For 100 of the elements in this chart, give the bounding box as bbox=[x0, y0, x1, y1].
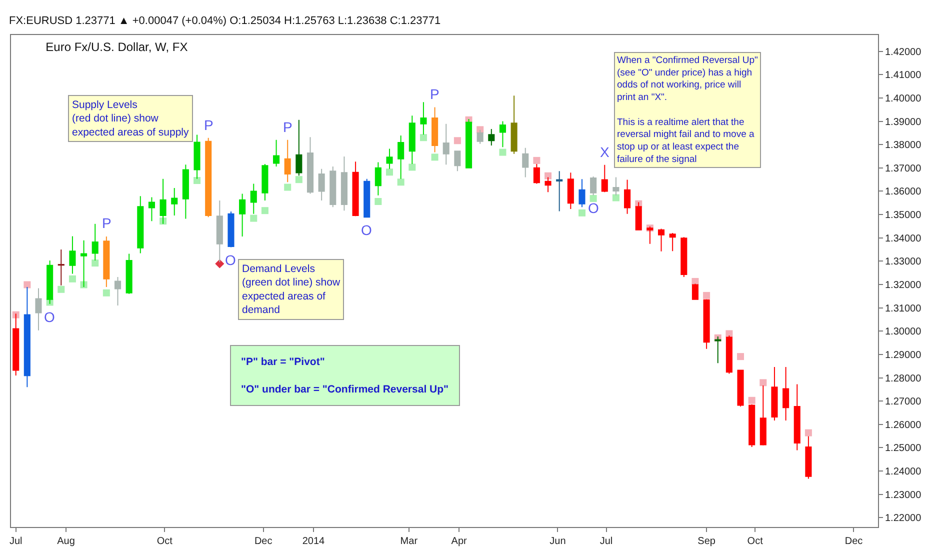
candlestick bbox=[522, 147, 529, 178]
point bbox=[102, 289, 110, 296]
annotation: Demand Levels (green dot line) show expected areas of demand bbox=[242, 263, 340, 316]
candlestick bbox=[635, 202, 642, 231]
point bbox=[194, 177, 201, 184]
annotation: Supply Levels (red dot line) show expected areas of supply bbox=[72, 99, 190, 138]
annotation: O bbox=[44, 309, 55, 325]
candlestick bbox=[330, 166, 336, 208]
candlestick bbox=[228, 211, 234, 248]
y-tick-label: 1.25000 bbox=[885, 443, 922, 454]
y-tick-label: 1.22000 bbox=[885, 513, 922, 524]
candlestick bbox=[352, 161, 359, 217]
point bbox=[612, 194, 620, 202]
point bbox=[499, 148, 506, 156]
candlestick bbox=[465, 118, 472, 168]
candlestick bbox=[782, 366, 790, 421]
candlestick bbox=[488, 128, 495, 146]
annotation: P bbox=[102, 215, 112, 231]
point bbox=[590, 194, 597, 202]
annotation: P bbox=[204, 117, 214, 133]
candlestick bbox=[601, 164, 608, 193]
annotation: O bbox=[361, 222, 372, 238]
candlestick bbox=[273, 139, 280, 168]
point bbox=[24, 281, 31, 288]
y-tick-label: 1.35000 bbox=[885, 210, 922, 222]
point bbox=[703, 292, 710, 299]
point bbox=[215, 259, 224, 268]
point bbox=[408, 164, 416, 171]
candlestick bbox=[737, 369, 744, 407]
y-tick-label: 1.31000 bbox=[885, 303, 922, 314]
candlestick bbox=[567, 172, 574, 210]
candlestick bbox=[35, 288, 42, 331]
y-tick-label: 1.23000 bbox=[885, 490, 922, 501]
x-tick-label: Jun bbox=[550, 536, 566, 547]
y-tick-label: 1.40000 bbox=[885, 93, 922, 104]
annotation: P bbox=[283, 119, 292, 135]
point bbox=[295, 176, 302, 184]
candlestick bbox=[658, 228, 665, 252]
x-tick-label: Jul bbox=[600, 536, 613, 547]
text: "P" bar = "Pivot" "O" under bar = "Confirmed Reversal Up" bbox=[241, 356, 449, 396]
point bbox=[92, 260, 99, 267]
point bbox=[58, 286, 65, 293]
y-tick-label: 1.37000 bbox=[885, 163, 922, 174]
candlestick bbox=[239, 193, 246, 237]
point bbox=[284, 184, 292, 191]
x-tick-label: Dec bbox=[254, 536, 272, 547]
x-tick-label: Apr bbox=[451, 536, 468, 547]
candlestick bbox=[499, 120, 506, 148]
y-tick-label: 1.33000 bbox=[885, 256, 922, 268]
text: FX:EURUSD 1.23771 ▲ +0.00047 (+0.04%) O:1.25034 H:1.25763 L:1.23638 C:1.23771 bbox=[9, 15, 441, 27]
point bbox=[533, 156, 540, 164]
x-tick-label: Dec bbox=[844, 536, 863, 547]
point bbox=[544, 172, 552, 180]
candlestick bbox=[771, 366, 778, 421]
x-tick-label: Oct bbox=[747, 536, 764, 547]
y-tick-label: 1.28000 bbox=[885, 373, 922, 384]
candlestick bbox=[578, 178, 586, 208]
y-tick-label: 1.34000 bbox=[885, 233, 922, 244]
point bbox=[12, 311, 20, 318]
point bbox=[431, 154, 438, 161]
annotation: O bbox=[588, 200, 599, 216]
y-tick-label: 1.30000 bbox=[885, 326, 922, 338]
y-tick-label: 1.29000 bbox=[885, 350, 922, 361]
x-tick-label: 2014 bbox=[302, 536, 326, 547]
candlestick bbox=[250, 183, 257, 214]
candlestick bbox=[284, 139, 291, 183]
candlestick bbox=[262, 163, 268, 202]
point bbox=[578, 209, 586, 216]
point bbox=[386, 168, 393, 176]
candlestick bbox=[148, 196, 155, 222]
point bbox=[68, 275, 76, 282]
candlestick bbox=[680, 236, 688, 278]
point bbox=[420, 134, 427, 142]
point bbox=[397, 178, 404, 186]
candlestick bbox=[442, 123, 450, 166]
candlestick bbox=[171, 187, 178, 216]
candlestick bbox=[748, 404, 756, 448]
candlestick bbox=[432, 106, 438, 153]
x-tick-label: Mar bbox=[400, 536, 418, 547]
y-tick-label: 1.41000 bbox=[885, 70, 922, 82]
point bbox=[726, 330, 733, 338]
candlestick bbox=[454, 150, 461, 172]
candlestick bbox=[58, 249, 64, 286]
candlestick bbox=[306, 136, 314, 194]
text: When a "Confirmed Reversal Up" (see "O" under price) has a high odds of not working, price will print an "X". This is a realtime alert that the reversal might fail and to move a stop up or at least expect the failure of the signal bbox=[617, 55, 758, 165]
candlestick bbox=[714, 336, 722, 364]
y-tick-label: 1.32000 bbox=[885, 280, 922, 291]
candlestick bbox=[510, 95, 518, 154]
x-tick-label: Sep bbox=[698, 536, 716, 547]
candlestick bbox=[364, 178, 370, 218]
candlestick bbox=[318, 168, 325, 202]
candlestick bbox=[205, 137, 212, 218]
y-tick-label: 1.24000 bbox=[885, 466, 922, 478]
candlestick bbox=[114, 276, 122, 306]
point bbox=[748, 396, 756, 404]
annotation: O bbox=[225, 252, 236, 268]
point bbox=[454, 137, 461, 144]
point bbox=[737, 353, 744, 360]
candlestick bbox=[340, 156, 348, 212]
x-tick-label: Aug bbox=[57, 536, 75, 547]
